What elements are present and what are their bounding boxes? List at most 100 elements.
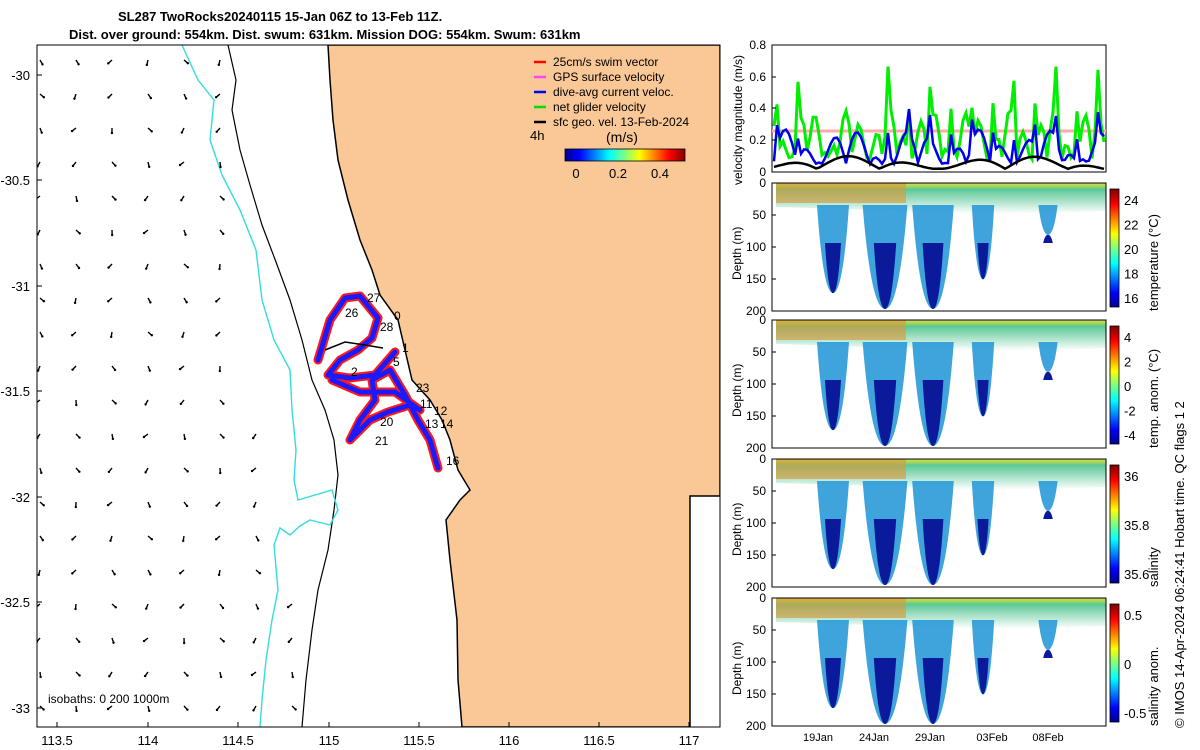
isobath-1000m xyxy=(181,45,339,727)
speed-colorbar xyxy=(564,148,686,162)
lon-tick-label: 115 xyxy=(319,733,340,748)
depth-tick-label: 50 xyxy=(753,345,767,359)
section-temp-anomaly: 0 50 100 150 200 Depth (m) 4 2 0 -2 -4 temp. anom. … xyxy=(730,313,1161,455)
lat-axis: -30 -30.5 -31 -31.5 -32 -32.5 -33 xyxy=(0,68,42,716)
depth-tick-label: 100 xyxy=(746,516,766,530)
colorbar-tick-label: 36 xyxy=(1124,469,1138,484)
lon-tick-label: 113.5 xyxy=(41,733,73,748)
date-tick-label: 29Jan xyxy=(915,732,945,744)
figure-title-line2: Dist. over ground: 554km. Dist. swum: 63… xyxy=(69,27,581,42)
colorbar-tick-label: 18 xyxy=(1124,267,1138,282)
track-day-label: 2 xyxy=(351,365,358,379)
date-tick-label: 03Feb xyxy=(976,732,1007,744)
lat-tick-label: -32 xyxy=(11,490,30,505)
colorbar-tick-label: 0 xyxy=(572,166,579,181)
legend-label: dive-avg current veloc. xyxy=(553,85,674,99)
colorbar-tick-label: 20 xyxy=(1124,242,1138,257)
section-colorbar xyxy=(1109,188,1120,308)
velocity-tick-label: 0.8 xyxy=(749,38,766,52)
colorbar-axis-label: temperature (°C) xyxy=(1146,214,1161,311)
track-day-label: 11 xyxy=(420,397,433,411)
colorbar-tick-label: 16 xyxy=(1124,291,1138,306)
depth-tick-label: 50 xyxy=(753,208,767,222)
colorbar-tick-label: 0 xyxy=(1124,657,1131,672)
time-step-label: 4h xyxy=(530,128,544,143)
net-glider-velocity-line xyxy=(772,66,1106,165)
track-day-label: 26 xyxy=(345,306,359,320)
track-day-label: 13 xyxy=(425,417,439,431)
speed-colorbar-ticks: 0 0.2 0.4 xyxy=(572,166,669,181)
depth-tick-label: 200 xyxy=(746,580,766,594)
lon-tick-label: 117 xyxy=(679,733,700,748)
date-tick-label: 08Feb xyxy=(1032,732,1063,744)
colorbar-tick-label: 0 xyxy=(1124,379,1131,394)
lat-tick-label: -31.5 xyxy=(0,384,30,399)
section-colorbar xyxy=(1109,325,1120,445)
colorbar-axis-label: salinity anom. xyxy=(1146,647,1161,726)
lat-tick-label: -30 xyxy=(11,68,30,83)
depth-tick-label: 50 xyxy=(753,623,767,637)
lat-tick-label: -31 xyxy=(11,279,30,294)
depth-tick-label: 0 xyxy=(759,452,766,466)
legend-label: sfc geo. vel. 13-Feb-2024 xyxy=(553,115,689,129)
depth-tick-label: 150 xyxy=(746,687,766,701)
dive-avg-current-line xyxy=(772,108,1105,168)
velocity-ylabel: velocity magnitude (m/s) xyxy=(731,55,745,185)
colorbar-tick-label: 0.4 xyxy=(651,166,669,181)
depth-tick-label: 0 xyxy=(759,176,766,190)
velocity-panel: 0 0.2 0.4 0.6 0.8 velocity magnitude (m/s) xyxy=(731,38,1107,185)
colorbar-tick-label: 22 xyxy=(1124,218,1138,233)
track-day-label: 1 xyxy=(402,341,409,355)
depth-tick-label: 150 xyxy=(746,409,766,423)
lon-tick-label: 116 xyxy=(499,733,520,748)
colorbar-tick-label: -4 xyxy=(1124,428,1136,443)
track-day-label: 0 xyxy=(394,309,401,323)
land-mass xyxy=(327,45,720,727)
track-day-label: 28 xyxy=(380,320,394,334)
depth-tick-label: 200 xyxy=(746,304,766,318)
colorbar-label: (m/s) xyxy=(606,129,638,145)
surface-velocity-line xyxy=(773,154,1105,171)
figure-title-line1: SL287 TwoRocks20240115 15-Jan 06Z to 13-… xyxy=(118,9,443,24)
track-day-label: 14 xyxy=(440,417,454,431)
velocity-y-axis: 0 0.2 0.4 0.6 0.8 xyxy=(749,38,776,179)
depth-tick-label: 200 xyxy=(746,441,766,455)
depth-tick-label: 0 xyxy=(759,591,766,605)
track-day-label: 12 xyxy=(434,404,448,418)
legend-label: net glider velocity xyxy=(553,100,646,114)
depth-axis-label: Depth (m) xyxy=(730,642,744,695)
colorbar-tick-label: -2 xyxy=(1124,404,1136,419)
lat-tick-label: -33 xyxy=(11,701,30,716)
track-day-label: 21 xyxy=(375,434,389,448)
depth-tick-label: 100 xyxy=(746,377,766,391)
section-salinity-anomaly: 0 50 100 150 200 Depth (m) 0.5 0 -0.5 salinity an… xyxy=(730,591,1161,733)
track-day-label: 20 xyxy=(380,415,394,429)
colorbar-axis-label: temp. anom. (°C) xyxy=(1146,349,1161,448)
glider-track xyxy=(313,291,443,473)
colorbar-tick-label: 35.8 xyxy=(1124,518,1149,533)
section-colorbar xyxy=(1109,464,1120,584)
lon-tick-label: 114 xyxy=(138,733,159,748)
colorbar-tick-label: 24 xyxy=(1124,193,1138,208)
colorbar-tick-label: 0.2 xyxy=(609,166,627,181)
track-day-label: 16 xyxy=(446,454,460,468)
velocity-tick-label: 0.6 xyxy=(749,70,766,84)
date-tick-label: 19Jan xyxy=(803,732,833,744)
depth-tick-label: 150 xyxy=(746,548,766,562)
isobath-label: isobaths: 0 200 1000m xyxy=(48,692,169,706)
depth-tick-label: 50 xyxy=(753,484,767,498)
lon-tick-label: 116.5 xyxy=(583,733,615,748)
depth-axis-label: Depth (m) xyxy=(730,364,744,417)
colorbar-tick-label: -0.5 xyxy=(1124,706,1146,721)
lon-tick-label: 115.5 xyxy=(403,733,435,748)
lat-tick-label: -32.5 xyxy=(0,595,30,610)
lon-tick-label: 114.5 xyxy=(222,733,254,748)
lon-axis: 113.5 114 114.5 115 115.5 116 116.5 117 xyxy=(41,722,699,748)
colorbar-axis-label: salinity xyxy=(1146,547,1161,587)
colorbar-tick-label: 2 xyxy=(1124,355,1131,370)
velocity-tick-label: 0 xyxy=(759,165,766,179)
